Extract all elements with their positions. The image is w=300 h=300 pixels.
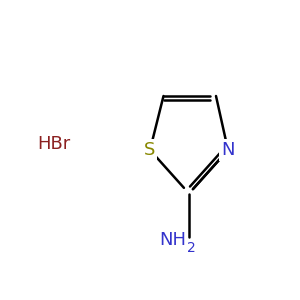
Text: 2: 2 [188,242,196,255]
Text: NH: NH [159,231,186,249]
Text: N: N [221,141,235,159]
Text: HBr: HBr [38,135,70,153]
Text: S: S [144,141,156,159]
